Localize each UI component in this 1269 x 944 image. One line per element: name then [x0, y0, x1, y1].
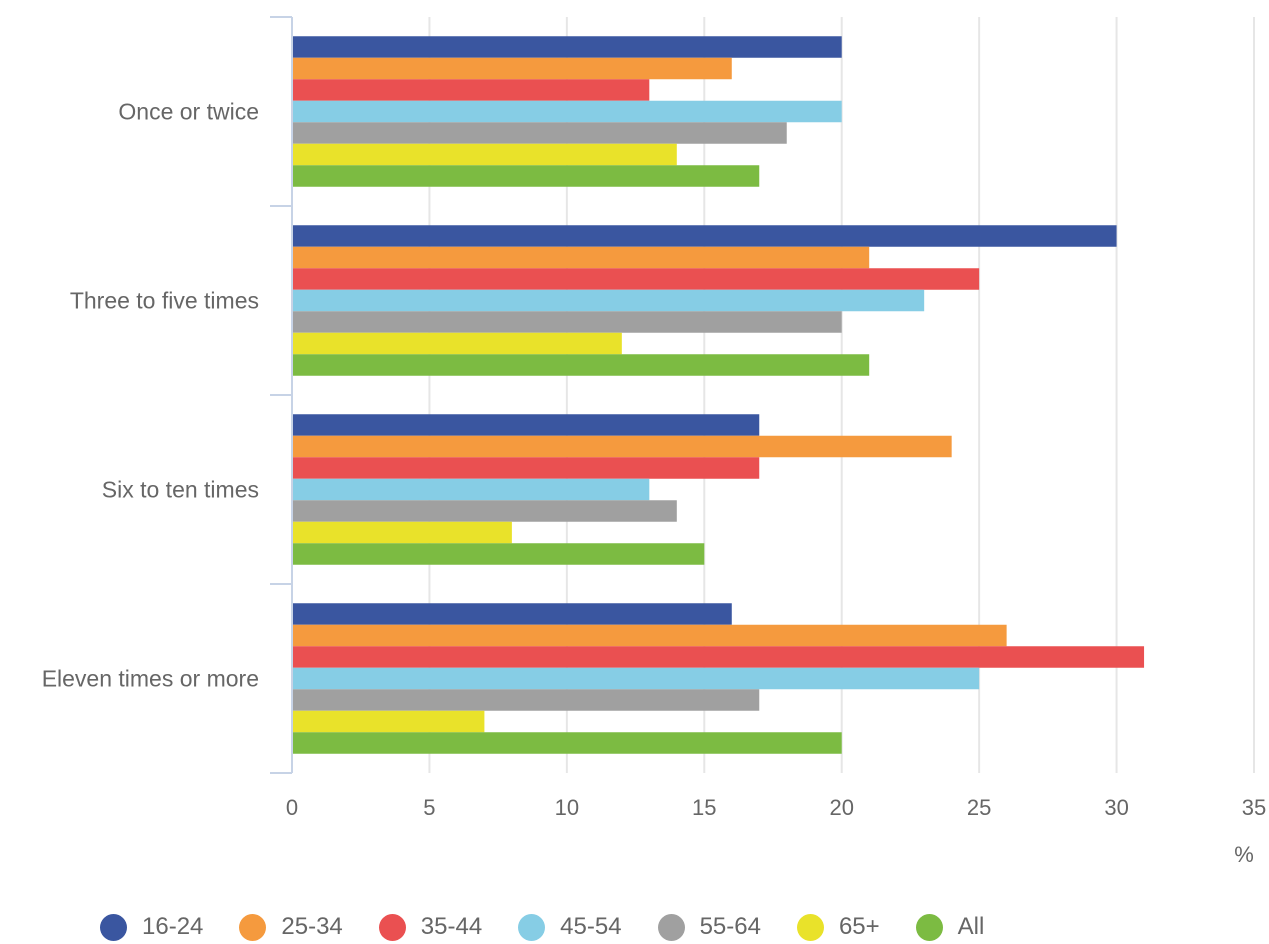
x-axis-tick-labels: 0 5 10 15 20 25 30 35: [286, 795, 1266, 820]
bar: [293, 521, 512, 544]
y-axis: [270, 16, 293, 774]
x-axis-unit-label: %: [1234, 842, 1254, 867]
legend-swatch: [518, 913, 546, 941]
chart: Once or twice Three to five times Six to t…: [42, 16, 1266, 867]
legend-item[interactable]: 45-54: [518, 913, 622, 941]
x-tick-label: 35: [1242, 795, 1266, 820]
legend-item[interactable]: 55-64: [657, 913, 761, 941]
bar: [293, 165, 760, 187]
bar: [293, 100, 842, 123]
legend-item[interactable]: 35-44: [378, 913, 483, 941]
category-label: Eleven times or more: [42, 666, 259, 692]
bar: [293, 732, 842, 754]
legend-item[interactable]: 65+: [796, 913, 880, 941]
legend-label: All: [957, 913, 985, 940]
legend-label: 45-54: [560, 913, 622, 940]
x-tick-label: 20: [829, 795, 853, 820]
bar: [293, 667, 980, 690]
legend-item[interactable]: 25-34: [239, 913, 343, 941]
x-tick-label: 10: [555, 795, 579, 820]
category-label: Six to ten times: [102, 477, 259, 503]
bar: [293, 268, 980, 290]
legend-swatch: [657, 913, 685, 941]
x-tick-label: 30: [1104, 795, 1128, 820]
legend: 16-24 25-34 35-44 45-54 55-64 65+ All: [100, 910, 1020, 944]
bar: [293, 36, 842, 58]
bar: [293, 710, 485, 733]
legend-label: 55-64: [699, 913, 761, 940]
bar: [293, 689, 760, 711]
category-labels: Once or twice Three to five times Six to t…: [42, 99, 259, 692]
legend-label: 25-34: [281, 913, 343, 940]
x-tick-label: 25: [967, 795, 991, 820]
legend-label: 35-44: [420, 913, 483, 940]
legend-swatch: [796, 913, 824, 941]
category-label: Once or twice: [118, 99, 259, 125]
bar: [293, 79, 650, 101]
bar: [293, 143, 677, 166]
category-label: Three to five times: [70, 288, 259, 314]
bar: [293, 311, 842, 333]
bar: [293, 225, 1117, 247]
legend-item[interactable]: All: [915, 913, 985, 941]
bar: [293, 478, 650, 501]
bar: [293, 500, 677, 522]
legend-swatch: [915, 913, 943, 941]
legend-label: 65+: [838, 913, 880, 940]
bar: [293, 332, 622, 355]
bar: [293, 435, 952, 458]
x-tick-label: 0: [286, 795, 298, 820]
x-tick-label: 15: [692, 795, 716, 820]
bar: [293, 457, 760, 479]
bar: [293, 57, 732, 80]
bar: [293, 543, 705, 565]
bar: [293, 246, 870, 269]
legend-label: 16-24: [142, 913, 204, 940]
legend-item[interactable]: 16-24: [100, 913, 203, 941]
bar: [293, 354, 870, 376]
bars: [293, 36, 1145, 754]
bar: [293, 603, 732, 625]
bar: [293, 289, 925, 312]
x-tick-label: 5: [423, 795, 435, 820]
legend-swatch: [239, 913, 267, 941]
bar: [293, 646, 1145, 668]
legend-swatch: [378, 913, 406, 941]
legend-swatch: [100, 913, 127, 941]
bar: [293, 122, 787, 144]
bar: [293, 414, 760, 436]
bar: [293, 624, 1007, 647]
